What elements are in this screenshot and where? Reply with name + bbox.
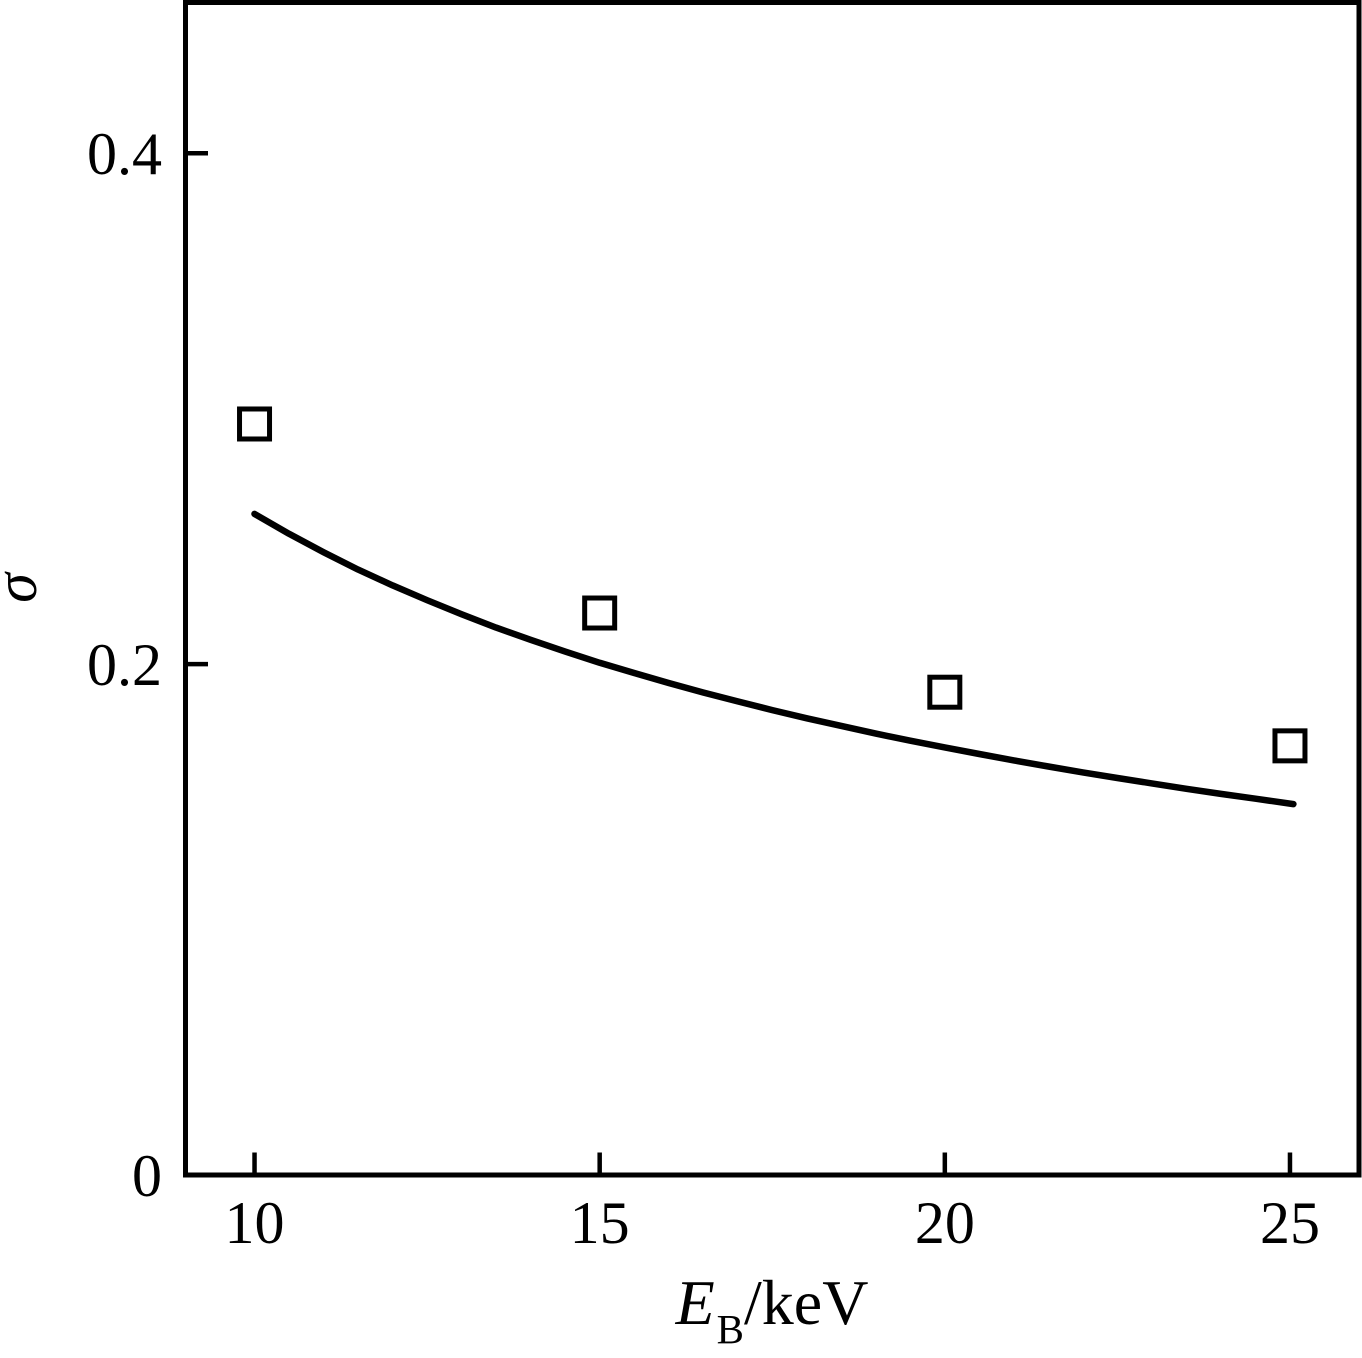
x-tick-label-25: 25	[1260, 1190, 1320, 1256]
x-axis-label-unit: keV	[761, 1267, 869, 1338]
y-tick-label-0.4: 0.4	[87, 121, 162, 187]
y-tick-label-0.2: 0.2	[87, 632, 162, 698]
x-axis-label-divider: /	[744, 1267, 762, 1338]
data-point-square	[237, 406, 273, 442]
y-axis-label-text: σ	[0, 573, 49, 603]
x-tick-label-10: 10	[225, 1190, 285, 1256]
plot-border	[183, 0, 1362, 1178]
data-point-square	[582, 595, 618, 631]
x-axis-label: EB/keV	[185, 1266, 1359, 1349]
data-point-square	[1272, 728, 1308, 764]
x-tick-label-20: 20	[915, 1190, 975, 1256]
data-point-square	[927, 674, 963, 710]
y-tick-label-0: 0	[132, 1143, 162, 1209]
x-axis-label-symbol: E	[675, 1267, 715, 1338]
fit-curve	[251, 510, 1297, 808]
x-tick-label-15: 15	[570, 1190, 630, 1256]
x-axis-label-subscript: B	[716, 1305, 744, 1352]
y-axis-label: σ	[0, 558, 49, 618]
